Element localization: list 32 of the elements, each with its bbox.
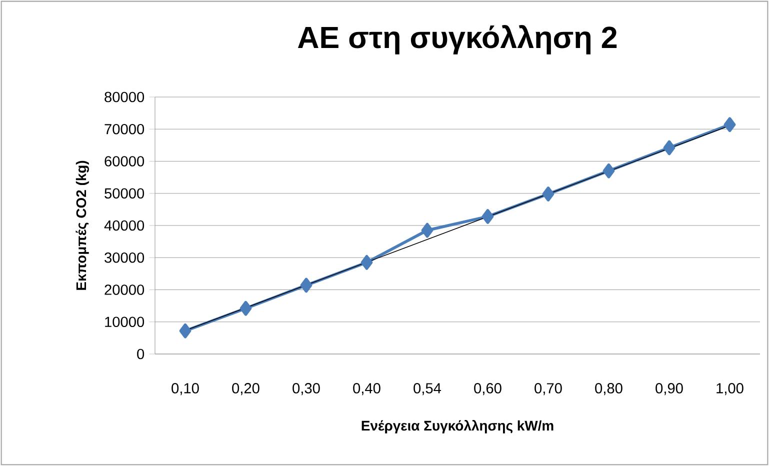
x-tick-label: 1,00 [716, 383, 744, 396]
point [179, 323, 192, 338]
x-tick-label: 0,60 [474, 383, 502, 396]
point [300, 278, 312, 293]
point [360, 255, 373, 270]
x-tick-label: 0,90 [656, 383, 683, 396]
point [240, 300, 252, 316]
point [602, 163, 615, 178]
x-tick-label: 0,20 [232, 383, 260, 396]
x-tick-label: 0,80 [595, 383, 622, 396]
x-tick-label: 0,70 [534, 383, 562, 396]
y-tick-label: 10000 [105, 316, 144, 328]
y-tick-label: 50000 [104, 188, 144, 199]
y-tick-label: 70000 [104, 124, 144, 134]
x-tick-label: 0,54 [414, 383, 442, 396]
y-tick-label: 80000 [104, 92, 144, 102]
point [724, 117, 736, 132]
y-tick-label: 30000 [104, 252, 144, 263]
y-tick-label: 60000 [104, 156, 144, 166]
chart-title: ΑΕ στη συγκόλληση 2 [298, 25, 617, 54]
x-tick-label: 0,40 [353, 383, 380, 396]
y-tick-label: 0 [137, 348, 144, 360]
x-tick-label: 0,30 [292, 383, 320, 396]
y-axis-title: Εκπομπές CO2 (kg) [76, 160, 89, 290]
point [542, 186, 554, 202]
point [482, 209, 494, 224]
point [663, 140, 676, 156]
y-tick-label: 40000 [104, 220, 144, 231]
point [421, 222, 434, 238]
y-tick-label: 20000 [104, 284, 144, 295]
x-axis-title: Ενέργεια Συγκόλλησης kW/m [362, 420, 554, 434]
x-tick-label: 0,10 [172, 383, 199, 396]
